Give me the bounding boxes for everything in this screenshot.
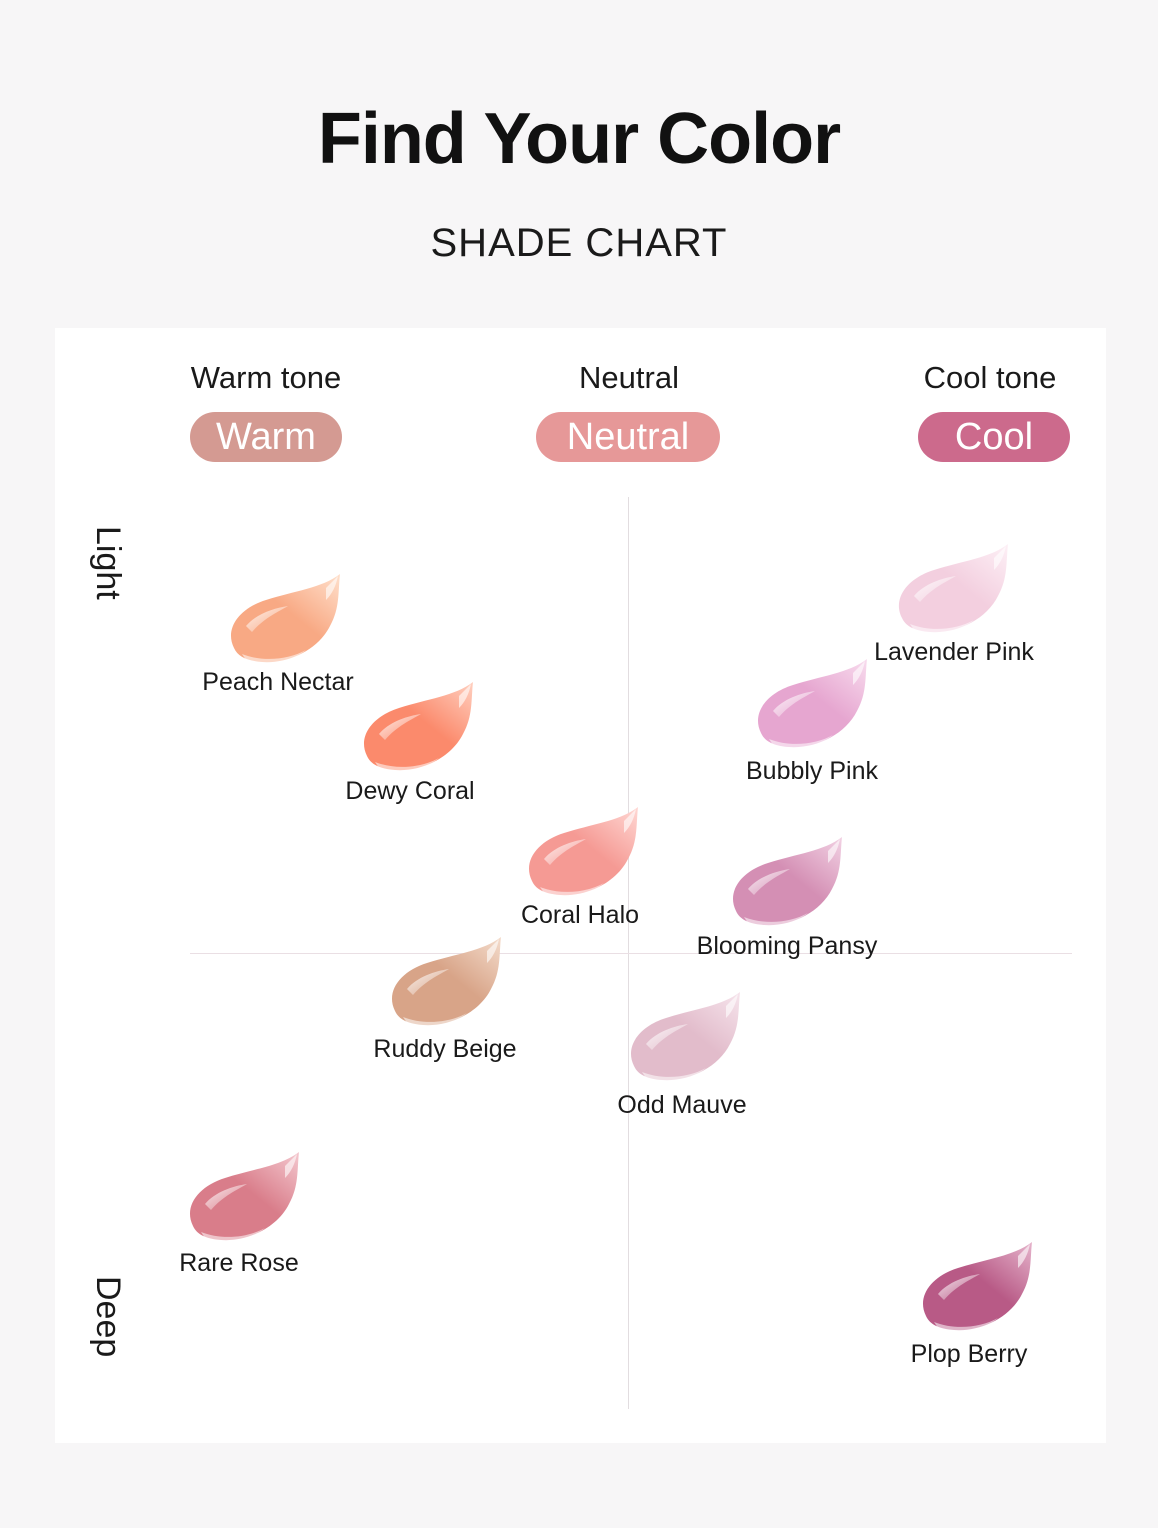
shade-label-blooming-pansy: Blooming Pansy xyxy=(696,932,878,960)
shade-bubbly-pink xyxy=(749,655,909,805)
swatch-smear-icon xyxy=(898,544,1008,633)
page-subtitle: SHADE CHART xyxy=(430,221,728,265)
shade-dewy-coral xyxy=(355,678,515,828)
swatch-smear-icon xyxy=(732,837,842,926)
page-title: Find Your Color xyxy=(317,99,841,179)
warm-tone-label: Warm tone xyxy=(190,360,342,395)
light-axis-label: Light xyxy=(89,526,127,600)
warm-pill: Warm xyxy=(190,412,342,462)
swatch-smear-icon xyxy=(757,659,867,748)
neutral-tone-label: Neutral xyxy=(579,360,679,395)
cool-pill: Cool xyxy=(918,412,1070,462)
shade-label-coral-halo: Coral Halo xyxy=(520,901,640,929)
swatch-smear-icon xyxy=(230,574,340,663)
shade-blooming-pansy xyxy=(724,833,884,983)
shade-label-plop-berry: Plop Berry xyxy=(910,1340,1028,1368)
shade-coral-halo xyxy=(520,803,680,953)
shade-label-peach-nectar: Peach Nectar xyxy=(202,668,354,696)
shade-label-bubbly-pink: Bubbly Pink xyxy=(745,757,879,785)
shade-label-rare-rose: Rare Rose xyxy=(179,1249,299,1277)
deep-axis-label: Deep xyxy=(89,1276,127,1358)
shade-label-odd-mauve: Odd Mauve xyxy=(617,1091,747,1119)
cool-tone-label: Cool tone xyxy=(923,360,1057,395)
neutral-pill: Neutral xyxy=(536,412,720,462)
shade-plop-berry xyxy=(914,1238,1074,1388)
shade-label-ruddy-beige: Ruddy Beige xyxy=(373,1035,517,1063)
shade-lavender-pink xyxy=(890,540,1050,690)
shade-label-lavender-pink: Lavender Pink xyxy=(874,638,1034,666)
swatch-smear-icon xyxy=(363,682,473,771)
shade-peach-nectar xyxy=(222,570,382,720)
shade-label-dewy-coral: Dewy Coral xyxy=(345,777,475,805)
horizontal-axis-line xyxy=(190,953,1072,954)
swatch-smear-icon xyxy=(630,992,740,1081)
shade-rare-rose xyxy=(181,1148,341,1298)
swatch-smear-icon xyxy=(528,807,638,896)
shade-odd-mauve xyxy=(622,988,782,1138)
swatch-smear-icon xyxy=(189,1152,299,1241)
swatch-smear-icon xyxy=(922,1242,1032,1331)
swatch-smear-icon xyxy=(391,937,501,1026)
shade-ruddy-beige xyxy=(383,933,543,1083)
